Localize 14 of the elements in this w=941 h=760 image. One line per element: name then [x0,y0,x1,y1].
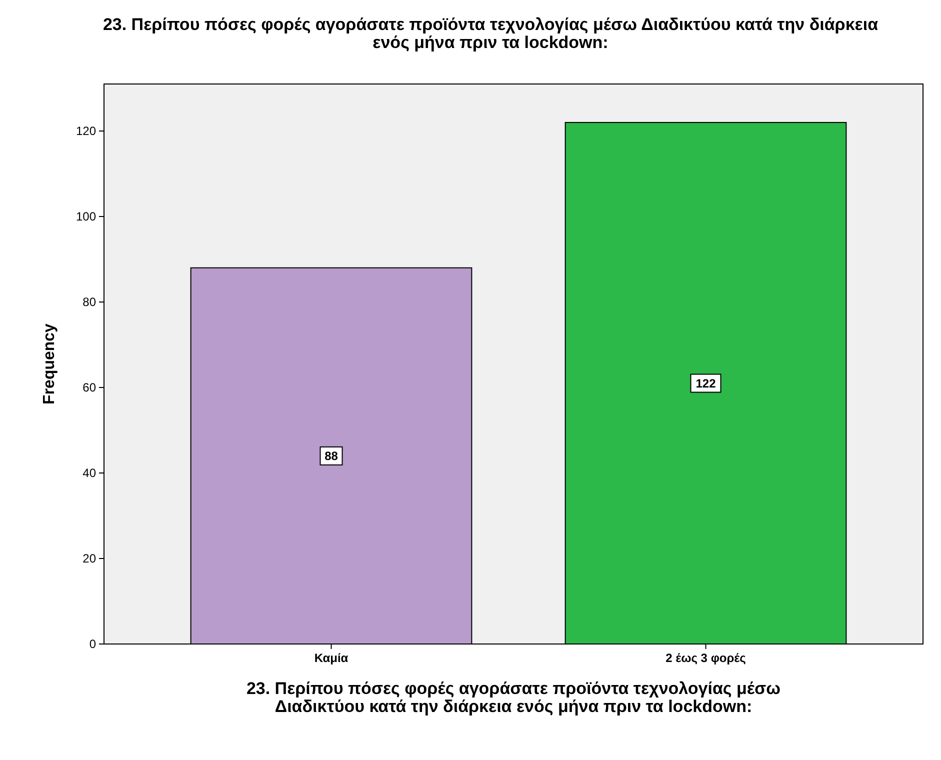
y-tick-label: 80 [82,295,96,310]
data-label: 88 [324,449,338,464]
y-tick-label: 40 [82,466,96,480]
y-axis-title: Frequency [41,323,58,404]
x-tick-label: 2 έως 3 φορές [666,651,746,665]
y-tick-label: 60 [82,380,96,395]
y-tick-label: 100 [76,210,96,224]
x-axis-title: 23. Περίπου πόσες φορές αγοράσατε προϊόντα τεχνολογίας μέσω Διαδικτύου κατά την διάρκεια ενός μήνα πριν τα lockdown: [246,679,781,716]
data-label: 122 [696,376,716,390]
chart-title: 23. Περίπου πόσες φορές αγοράσατε προϊόντα τεχνολογίας μέσω Διαδικτύου κατά την διάρκεια ενός μήνα πριν τα lockdown: [102,15,879,52]
x-tick-label: Καμία [314,651,349,665]
y-tick-label: 0 [89,637,96,652]
y-tick-label: 20 [82,552,96,566]
y-tick-label: 120 [76,124,96,138]
